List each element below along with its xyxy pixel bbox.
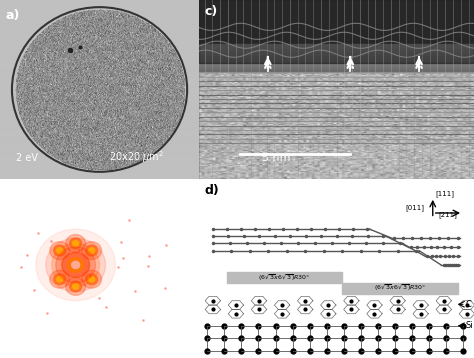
Bar	[227, 272, 342, 283]
Bar	[199, 46, 474, 48]
Circle shape	[50, 270, 70, 288]
Text: [111]: [111]	[436, 190, 455, 197]
Circle shape	[70, 281, 82, 292]
Text: $(6\sqrt{3}x6\sqrt{3})R30°$: $(6\sqrt{3}x6\sqrt{3})R30°$	[374, 283, 426, 293]
Circle shape	[66, 234, 86, 252]
Bar	[199, 44, 474, 47]
Text: c): c)	[205, 5, 218, 18]
Circle shape	[57, 248, 63, 253]
Text: 2 eV: 2 eV	[16, 153, 38, 163]
Circle shape	[72, 261, 80, 268]
Circle shape	[86, 245, 98, 256]
Bar	[199, 53, 474, 55]
Circle shape	[50, 242, 70, 260]
Bar	[199, 68, 474, 70]
Bar	[199, 52, 474, 54]
Circle shape	[57, 276, 63, 282]
Circle shape	[54, 245, 66, 256]
Circle shape	[86, 274, 98, 285]
Text: b): b)	[6, 188, 21, 201]
Circle shape	[73, 241, 79, 246]
Circle shape	[89, 248, 94, 253]
Circle shape	[56, 247, 96, 283]
Circle shape	[70, 238, 82, 249]
Circle shape	[82, 242, 101, 260]
Bar	[199, 69, 474, 72]
Bar	[199, 50, 474, 52]
Text: 24.7 eV: 24.7 eV	[10, 336, 47, 346]
Circle shape	[52, 243, 100, 286]
Bar	[199, 48, 474, 50]
Bar	[199, 55, 474, 57]
Circle shape	[68, 258, 83, 272]
Bar	[199, 57, 474, 59]
Circle shape	[82, 270, 101, 288]
Text: $(6\sqrt{3}x6\sqrt{3})R30°$: $(6\sqrt{3}x6\sqrt{3})R30°$	[258, 272, 310, 282]
Text: [211]: [211]	[438, 212, 457, 218]
Text: 20x20 $\mu$m$^2$: 20x20 $\mu$m$^2$	[109, 149, 164, 165]
Text: Si: Si	[466, 321, 474, 330]
Text: [011]: [011]	[405, 204, 424, 211]
Bar	[199, 0, 474, 63]
Circle shape	[62, 252, 90, 277]
Circle shape	[73, 284, 79, 289]
Circle shape	[46, 238, 106, 292]
Circle shape	[54, 274, 66, 285]
Bar	[199, 66, 474, 68]
Text: C: C	[466, 300, 472, 309]
Circle shape	[66, 277, 86, 295]
Bar	[199, 62, 474, 64]
Text: a): a)	[6, 9, 20, 22]
Circle shape	[89, 276, 94, 282]
Text: 5 nm: 5 nm	[262, 153, 291, 163]
Bar	[199, 64, 474, 66]
Circle shape	[36, 229, 116, 301]
Bar	[199, 61, 474, 63]
Bar	[342, 283, 457, 294]
Bar	[199, 59, 474, 61]
Text: d): d)	[205, 184, 219, 197]
Bar	[199, 0, 474, 45]
